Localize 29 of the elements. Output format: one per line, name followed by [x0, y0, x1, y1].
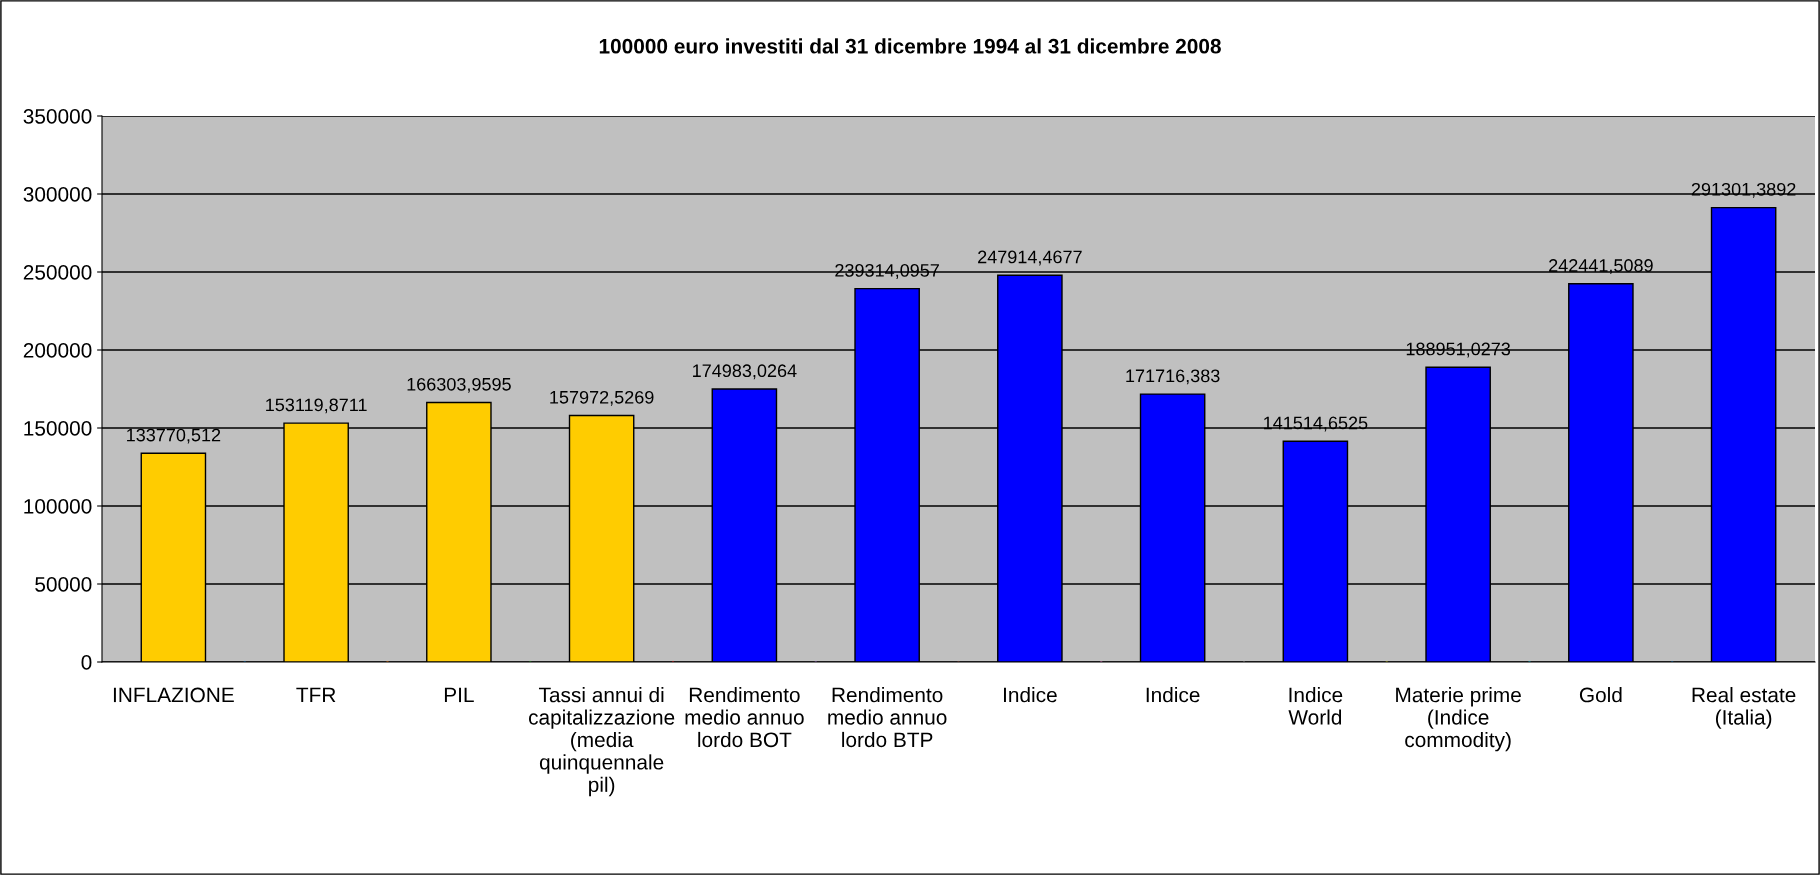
x-tick-label: Rendimento medio annuo lordo BTP — [828, 687, 947, 748]
y-tick-label: 200000 — [23, 343, 92, 358]
y-tick-label: 300000 — [23, 187, 92, 202]
y-tick-label: 0 — [81, 655, 92, 670]
x-tick-label: PIL — [444, 687, 474, 703]
x-tick-label: Rendimento medio annuo lordo BOT — [685, 687, 804, 748]
x-tick-label: Indice — [1146, 687, 1200, 703]
data-label: 174983,0264 — [693, 364, 797, 380]
x-tick-label: Gold — [1579, 687, 1622, 703]
x-tick-label: INFLAZIONE — [113, 687, 234, 703]
data-label: 157972,5269 — [550, 390, 654, 406]
x-tick-label: Materie prime (Indice commodity) — [1396, 687, 1521, 752]
data-label: 171716,383 — [1126, 369, 1220, 385]
y-tick-label: 250000 — [23, 265, 92, 280]
y-tick-label: 50000 — [35, 577, 92, 592]
y-tick-label: 100000 — [24, 499, 92, 514]
data-label: 166303,9595 — [407, 377, 511, 393]
chart-title: 100000 euro investiti dal 31 dicembre 1994 al 31 dicembre 2008 — [599, 38, 1221, 54]
data-label: 242441,5089 — [1549, 259, 1653, 275]
data-label: 133770,512 — [127, 428, 221, 444]
x-tick-label: Indice World — [1288, 687, 1343, 725]
x-tick-label: TFR — [296, 687, 336, 703]
x-tick-label: Indice — [1004, 687, 1057, 703]
data-label: 153119,8711 — [266, 398, 367, 414]
x-tick-label: Tassi annui di capitalizzazione (media quinquennale pil) — [528, 687, 675, 797]
y-tick-label: 350000 — [23, 109, 92, 124]
x-tick-label: Real estate (Italia) — [1692, 687, 1796, 729]
data-label: 247914,4677 — [978, 250, 1082, 266]
y-tick-label: 150000 — [24, 421, 92, 436]
